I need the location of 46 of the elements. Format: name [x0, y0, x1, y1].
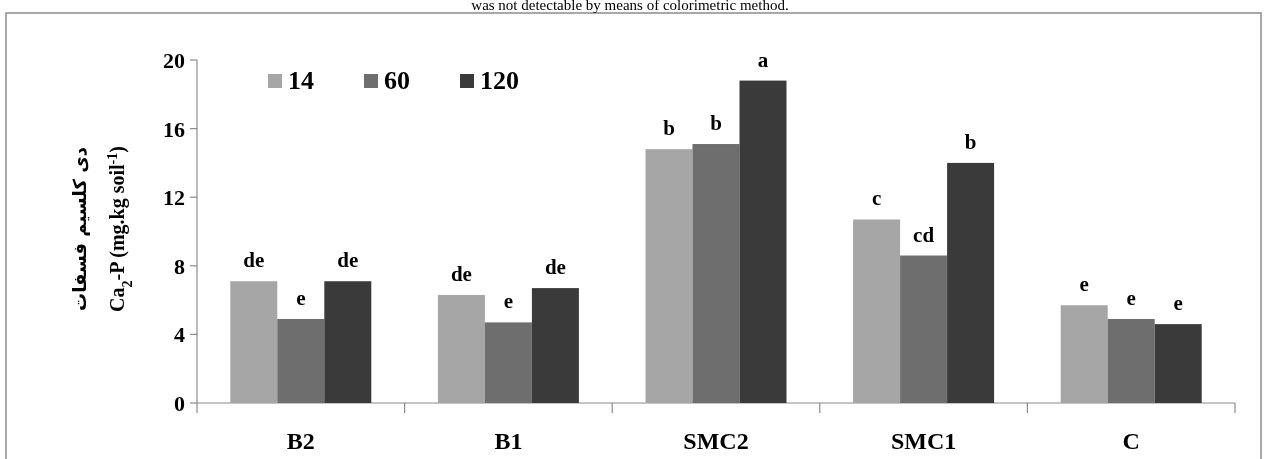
text: دی کلسیم فسفات — [69, 147, 90, 311]
x-tick-label: B2 — [286, 428, 315, 454]
data-label: de — [337, 248, 359, 273]
data-label: de — [450, 261, 472, 286]
y-tick-label: 0 — [174, 391, 185, 416]
data-label: e — [1079, 272, 1089, 297]
text: was not detectable by means of colorimetric method. — [471, 0, 789, 13]
data-label: e — [296, 285, 306, 310]
data-label: b — [663, 116, 675, 141]
bar — [739, 80, 787, 403]
bar — [853, 219, 901, 403]
bar — [531, 288, 579, 403]
bar — [484, 322, 532, 403]
y-tick-label: 12 — [163, 185, 185, 211]
bar — [1154, 324, 1202, 403]
y-tick-label: 8 — [174, 253, 185, 279]
x-tick-label: SMC1 — [890, 428, 957, 454]
data-label: a — [757, 47, 769, 72]
legend-label: 120 — [480, 66, 519, 95]
bar — [645, 149, 693, 403]
x-tick-label: SMC2 — [683, 428, 749, 454]
y-tick-label: 20 — [163, 48, 185, 73]
x-tick-label: B1 — [494, 428, 523, 454]
data-label: b — [964, 129, 977, 154]
bar — [437, 294, 485, 403]
data-label: e — [503, 289, 514, 314]
legend-label: 14 — [288, 66, 314, 95]
bar — [692, 144, 740, 403]
data-label: cd — [913, 222, 935, 247]
data-label: c — [871, 186, 882, 211]
bar — [1107, 318, 1155, 403]
data-label: de — [544, 255, 566, 280]
bar — [230, 281, 278, 403]
data-label: e — [1173, 291, 1183, 316]
bar — [1060, 305, 1108, 403]
data-label: b — [710, 111, 722, 136]
bar — [900, 255, 948, 403]
legend-label: 60 — [384, 66, 410, 95]
y-tick-label: 4 — [174, 322, 185, 348]
bar — [324, 281, 372, 403]
y-tick-label: 16 — [163, 116, 185, 142]
x-tick-label: C — [1122, 428, 1140, 454]
data-label: e — [1126, 285, 1136, 310]
data-label: de — [243, 248, 265, 273]
bar — [947, 162, 995, 403]
bar — [277, 318, 325, 403]
